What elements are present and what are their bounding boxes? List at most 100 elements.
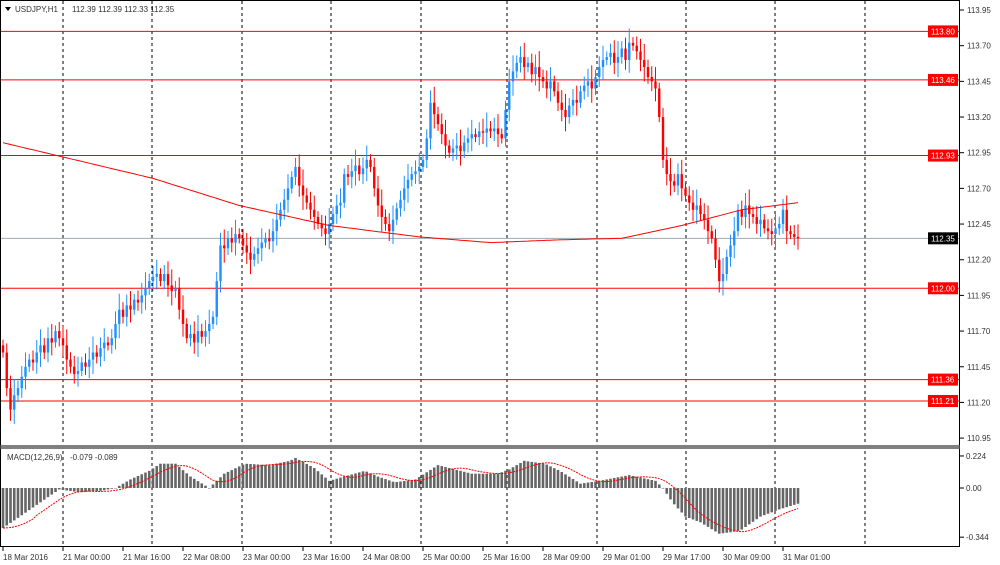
candle [65, 329, 68, 374]
candle-body [200, 331, 203, 337]
macd-bar [267, 465, 271, 488]
candle [320, 214, 323, 237]
candle-body [136, 299, 140, 303]
candle [553, 75, 556, 97]
candle [5, 343, 8, 397]
macd-bar [174, 463, 177, 488]
macd-bar [462, 471, 466, 488]
candle-body [586, 81, 590, 86]
macd-bar [61, 488, 65, 490]
candle-body [770, 231, 773, 235]
macd-bar [474, 473, 477, 488]
macd-bar [672, 488, 676, 505]
chart-frame [0, 0, 960, 547]
candle-body [710, 231, 713, 239]
candle [594, 69, 597, 96]
macd-bar [481, 473, 485, 488]
macd-bar [282, 462, 286, 488]
candle-body [331, 214, 335, 225]
macd-signal-line [2, 461, 799, 533]
candle-body [58, 331, 61, 339]
candle-body [718, 259, 721, 282]
candle-body [346, 174, 350, 177]
candle [163, 264, 166, 290]
candle [136, 290, 140, 311]
candle-body [646, 67, 650, 78]
candle [474, 128, 477, 143]
candle-body [699, 205, 702, 215]
macd-bar [717, 488, 721, 534]
candle-body [639, 51, 642, 60]
candle [88, 347, 91, 379]
candle-body [440, 124, 443, 135]
candle-body [793, 234, 796, 237]
candle [496, 114, 500, 147]
candle [226, 230, 230, 255]
macd-bar [751, 488, 755, 522]
level-price-label: 113.80 [931, 27, 955, 36]
candle-body [20, 376, 23, 389]
macd-bar [485, 473, 489, 488]
macd-bar [207, 488, 211, 489]
candle [174, 280, 177, 298]
macd-bar [489, 473, 492, 488]
macd-bar [192, 478, 196, 488]
candle-body [193, 333, 196, 343]
candle [301, 169, 305, 210]
macd-bar [275, 463, 279, 488]
macd-bar [372, 474, 376, 488]
candle [1, 339, 5, 358]
candle [271, 218, 275, 253]
candle [230, 227, 233, 253]
macd-bar [620, 476, 624, 488]
candle [106, 336, 110, 351]
x-tick-label: 23 Mar 00:00 [243, 553, 291, 562]
candle-body [91, 352, 95, 360]
candle [774, 212, 777, 249]
candle [523, 42, 526, 80]
candle [639, 38, 642, 72]
candle [515, 55, 518, 79]
x-tick-label: 24 Mar 08:00 [363, 553, 411, 562]
candle-body [658, 88, 661, 118]
candle [369, 154, 372, 173]
candle [166, 261, 170, 297]
candle-body [384, 216, 387, 225]
candle-body [706, 219, 710, 232]
macd-bar [781, 488, 785, 509]
candle-body [733, 231, 736, 246]
macd-bar [504, 470, 507, 488]
candle [305, 188, 308, 210]
candle-body [620, 48, 623, 58]
candle-body [99, 348, 102, 357]
macd-bar [24, 488, 27, 513]
macd-bar [155, 466, 159, 488]
y-tick-label: 113.45 [967, 77, 991, 86]
x-tick-label: 21 Mar 16:00 [123, 553, 171, 562]
candle [238, 228, 241, 244]
macd-bar [241, 464, 245, 488]
dropdown-triangle-icon[interactable] [5, 7, 11, 11]
candle-body [31, 359, 35, 363]
macd-bar [770, 488, 774, 513]
candle-body [433, 102, 436, 115]
macd-bar [654, 480, 657, 488]
macd-bar [57, 488, 61, 490]
candle [466, 127, 470, 153]
candle [144, 272, 147, 310]
candle-body [740, 209, 743, 217]
candle-body [673, 181, 676, 186]
candle [613, 40, 616, 75]
macd-bar [755, 488, 759, 520]
macd-bar [522, 460, 526, 488]
candle [620, 41, 623, 64]
pane-separator[interactable] [0, 445, 960, 449]
macd-bar [582, 483, 586, 488]
candle [384, 209, 387, 231]
candle [260, 228, 263, 262]
candle-body [328, 224, 331, 235]
candle-body [631, 42, 635, 46]
candle-body [260, 242, 263, 249]
macd-bar [305, 463, 309, 488]
